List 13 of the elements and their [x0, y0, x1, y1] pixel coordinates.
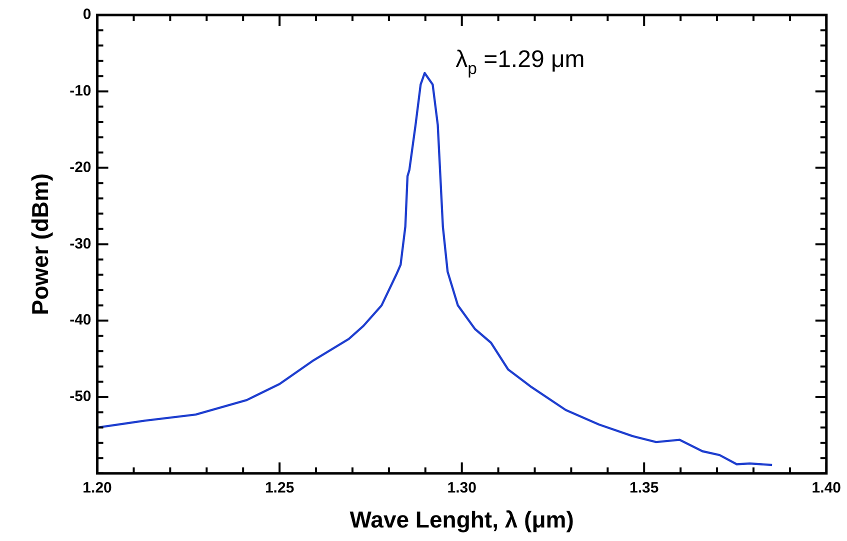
- y-tick-label: -50: [70, 388, 92, 406]
- y-tick-label: 0: [82, 6, 92, 24]
- y-tick-label: -30: [70, 235, 92, 252]
- x-tick-label: 1.40: [812, 480, 842, 497]
- y-tick-label: -20: [70, 158, 92, 176]
- y-axis-title: Power (dBm): [27, 173, 54, 316]
- x-tick-label: 1.30: [447, 480, 476, 497]
- x-axis-title: Wave Lenght, λ (μm): [350, 506, 574, 533]
- y-tick-label: -10: [70, 82, 92, 100]
- y-tick-label: -40: [70, 312, 92, 329]
- x-tick-label: 1.35: [630, 480, 659, 497]
- x-tick-label: 1.20: [82, 480, 112, 497]
- x-tick-label: 1.25: [264, 480, 294, 497]
